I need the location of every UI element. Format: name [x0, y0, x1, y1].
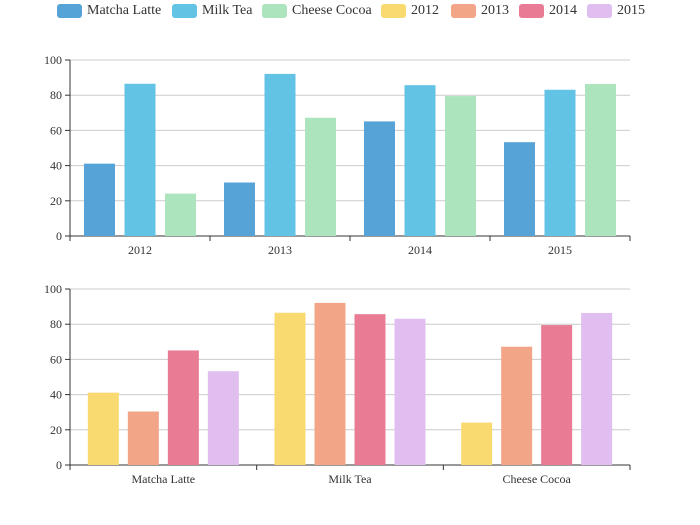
bar-cheese-cocoa-2015[interactable] [585, 83, 616, 236]
legend-label: 2012 [411, 3, 439, 18]
x-tick-label-2015: 2015 [548, 243, 572, 257]
bar-2012-matcha-latte[interactable] [87, 392, 119, 465]
bar-matcha-latte-2013[interactable] [224, 182, 255, 236]
legend-item-2013[interactable]: 2013 [451, 2, 509, 20]
bar-matcha-latte-2014[interactable] [364, 121, 395, 236]
bar-2012-cheese-cocoa[interactable] [461, 422, 493, 465]
legend-swatch [57, 4, 82, 18]
bar-2012-milk-tea[interactable] [274, 312, 306, 465]
y-tick-label: 60 [50, 123, 62, 137]
bar-2014-cheese-cocoa[interactable] [541, 325, 573, 465]
bar-2015-matcha-latte[interactable] [207, 371, 239, 465]
y-tick-label: 0 [56, 458, 62, 472]
legend-swatch [519, 4, 544, 18]
legend-label: Cheese Cocoa [292, 3, 372, 18]
bar-2013-milk-tea[interactable] [314, 302, 346, 465]
chart-1: 0 20 40 60 80 100 2012 2013 2014 2015 [44, 53, 631, 257]
legend-item-2012[interactable]: 2012 [381, 2, 439, 20]
bar-milk-tea-2015[interactable] [544, 89, 576, 236]
bar-2015-milk-tea[interactable] [394, 318, 426, 465]
y-tick-label: 20 [50, 194, 62, 208]
legend-swatch [587, 4, 612, 18]
x-tick-label-milk-tea: Milk Tea [328, 472, 372, 486]
y-tick-label: 80 [50, 317, 62, 331]
bar-2013-matcha-latte[interactable] [127, 411, 159, 465]
bar-milk-tea-2012[interactable] [124, 83, 156, 236]
legend-label: Matcha Latte [87, 3, 162, 18]
y-tick-label: 100 [44, 282, 62, 296]
chart-2: 0 20 40 60 80 100 Matcha Latte Milk Tea Cheese C… [44, 282, 631, 486]
bar-cheese-cocoa-2014[interactable] [445, 96, 476, 236]
legend-swatch [172, 4, 197, 18]
bar-2015-cheese-cocoa[interactable] [581, 312, 613, 465]
x-tick-label-matcha-latte: Matcha Latte [132, 472, 196, 486]
bar-2013-cheese-cocoa[interactable] [501, 346, 533, 465]
x-tick-label-2013: 2013 [268, 243, 292, 257]
chart-legend: Matcha Latte Milk Tea Cheese Cocoa 2012 2013… [0, 0, 700, 24]
y-tick-label: 0 [56, 229, 62, 243]
legend-label: 2014 [549, 3, 577, 18]
bar-2014-milk-tea[interactable] [354, 314, 386, 465]
x-tick-label-2014: 2014 [408, 243, 432, 257]
bar-milk-tea-2014[interactable] [404, 85, 436, 236]
legend-label: Milk Tea [202, 3, 253, 18]
legend-item-milk-tea[interactable]: Milk Tea [172, 2, 252, 20]
bar-cheese-cocoa-2012[interactable] [165, 193, 196, 236]
bar-matcha-latte-2015[interactable] [504, 142, 535, 236]
y-tick-label: 100 [44, 53, 62, 67]
bar-matcha-latte-2012[interactable] [84, 163, 115, 236]
legend-swatch [381, 4, 406, 18]
y-tick-label: 40 [50, 159, 62, 173]
y-tick-label: 80 [50, 88, 62, 102]
bar-milk-tea-2013[interactable] [264, 73, 296, 237]
legend-label: 2015 [617, 3, 645, 18]
legend-item-cheese-cocoa[interactable]: Cheese Cocoa [262, 2, 372, 20]
y-tick-label: 40 [50, 388, 62, 402]
y-tick-label: 60 [50, 352, 62, 366]
legend-swatch [262, 4, 287, 18]
legend-item-2015[interactable]: 2015 [587, 2, 645, 20]
bar-2014-matcha-latte[interactable] [167, 350, 199, 465]
legend-item-2014[interactable]: 2014 [519, 2, 577, 20]
y-tick-label: 20 [50, 423, 62, 437]
bar-cheese-cocoa-2013[interactable] [305, 117, 336, 236]
legend-label: 2013 [481, 3, 509, 18]
legend-item-matcha-latte[interactable]: Matcha Latte [57, 2, 161, 20]
x-tick-label-cheese-cocoa: Cheese Cocoa [503, 472, 572, 486]
legend-swatch [451, 4, 476, 18]
x-tick-label-2012: 2012 [128, 243, 152, 257]
